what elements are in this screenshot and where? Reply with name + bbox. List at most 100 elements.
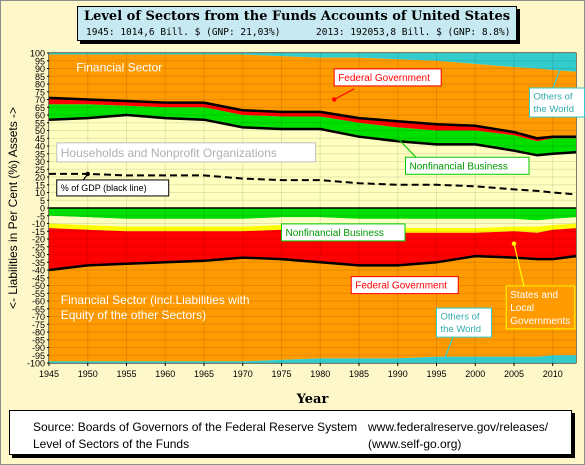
y-tick-label: 30 [35,157,45,167]
y-tick-label: 20 [35,173,45,183]
annotation-label: Financial Sector [76,61,162,75]
y-tick-label: -25 [32,242,45,252]
y-tick-label: -15 [32,227,45,237]
x-tick-label: 1990 [388,369,408,379]
liability-band-households-and-nonprofit-organizations [49,215,576,229]
annotation-label: Governments [510,316,570,327]
title-box: Level of Sectors from the Funds Accounts… [77,6,517,41]
annotation-label: Local [510,303,534,314]
source-line-2: Level of Sectors of the Funds [33,437,190,451]
y-tick-label: -35 [32,258,45,268]
annotation-box [405,156,530,175]
liability-band-nonfinancial-business [49,208,576,221]
asset-band-financial-sector [49,54,576,139]
annotation-label: Financial Sector (incl.Liabilities with [61,293,250,307]
source-url-1: www.federalreserve.gov/releases/ [368,420,549,434]
annotation-label: Households and Nonprofit Organizations [61,146,277,160]
y-tick-label: -50 [32,281,45,291]
subtitle-1945: 1945: 1014,6 Bill. $ (GNP: 21,03%) [86,27,281,38]
x-tick-label: 1955 [116,369,136,379]
annotation-arrowhead [395,136,400,141]
annotation-label: Others of [441,312,480,323]
y-tick-label: -20 [32,235,45,245]
federal-lower-edge [48,254,577,272]
annotation-label: Federal Government [338,73,430,84]
y-tick-label: 45 [35,134,45,144]
y-tick-label: -100 [27,359,45,369]
x-tick-label: 2010 [543,369,563,379]
annotation-arrowhead [442,357,447,363]
federal-upper-edge [48,96,576,140]
x-tick-label: 1965 [194,369,214,379]
annotation-label: the World [534,104,574,115]
y-tick-label: 55 [35,118,45,128]
households-upper-edge [48,113,577,157]
annotation-box [56,142,317,163]
annotation-label: States and [510,290,558,301]
x-tick-label: 1995 [426,369,446,379]
x-tick-label: 1970 [233,369,253,379]
annotation-arrowhead [511,241,517,246]
y-tick-label: -55 [32,289,45,299]
y-tick-label: 40 [35,142,45,152]
subtitle-2013: 2013: 192053,8 Bill. $ (GNP: 8.8%) [316,27,511,38]
y-tick-label: 95 [35,56,45,66]
liability-band-federal-government [49,228,576,270]
y-axis-label: <- Liabilities in Per Cent (%) Assets -> [6,107,20,309]
y-tick-label: 70 [35,95,45,105]
annotation-box [350,276,459,295]
annotation-label: Equity of the other Sectors) [61,308,206,322]
x-tick-label: 1960 [155,369,175,379]
annotation-arrowhead [85,171,90,177]
y-tick-label: 100 [30,49,45,59]
source-url-2: (www.self-go.org) [368,437,462,451]
y-tick-label: -65 [32,304,45,314]
y-tick-label: 50 [35,126,45,136]
y-tick-label: -90 [32,343,45,353]
annotation-box [505,285,576,330]
y-tick-label: -75 [32,320,45,330]
y-tick-label: -80 [32,328,45,338]
annotation-box [333,68,442,87]
annotation-box [529,87,585,118]
y-tick-label: -95 [32,351,45,361]
y-tick-label: -85 [32,335,45,345]
annotation-arrowhead [332,97,337,102]
y-tick-label: 25 [35,165,45,175]
annotation-arrowhead [562,55,567,60]
x-tick-label: 1980 [310,369,330,379]
annotation-label: Federal Government [355,281,447,292]
x-tick-label: 1950 [78,369,98,379]
annotation-box [56,179,170,197]
area-chart: 1009590858075706560555045403530252015105… [6,49,585,407]
source-line-1: Source: Boards of Governors of the Feder… [33,420,358,434]
y-tick-label: 80 [35,80,45,90]
y-tick-label: -40 [32,266,45,276]
annotation-label: Nonfinancial Business [410,161,508,172]
x-tick-label: 1975 [271,369,291,379]
y-tick-label: -30 [32,250,45,260]
y-tick-label: 60 [35,111,45,121]
annotation-label: Others of [534,92,573,103]
y-tick-label: 75 [35,87,45,97]
x-tick-label: 2000 [465,369,485,379]
annotation-arrow [333,88,355,101]
y-tick-label: 5 [40,196,45,206]
y-tick-label: 85 [35,72,45,82]
y-tick-label: -5 [37,211,45,221]
y-tick-label: 0 [40,204,45,214]
annotation-box [281,223,406,242]
annotation-label: Nonfinancial Business [286,228,384,239]
x-tick-label: 2005 [504,369,524,379]
y-tick-label: 65 [35,103,45,113]
y-tick-label: -45 [32,273,45,283]
y-tick-label: 10 [35,188,45,198]
asset-band-federal-government [49,97,576,142]
annotation-box [436,307,493,338]
chart-title: Level of Sectors from the Funds Accounts… [83,9,511,24]
asset-band-nonfinancial-business [49,104,576,156]
source-box: Source: Boards of Governors of the Feder… [9,410,572,455]
y-tick-label: 35 [35,149,45,159]
annotation-label: % of GDP (black line) [61,183,147,193]
